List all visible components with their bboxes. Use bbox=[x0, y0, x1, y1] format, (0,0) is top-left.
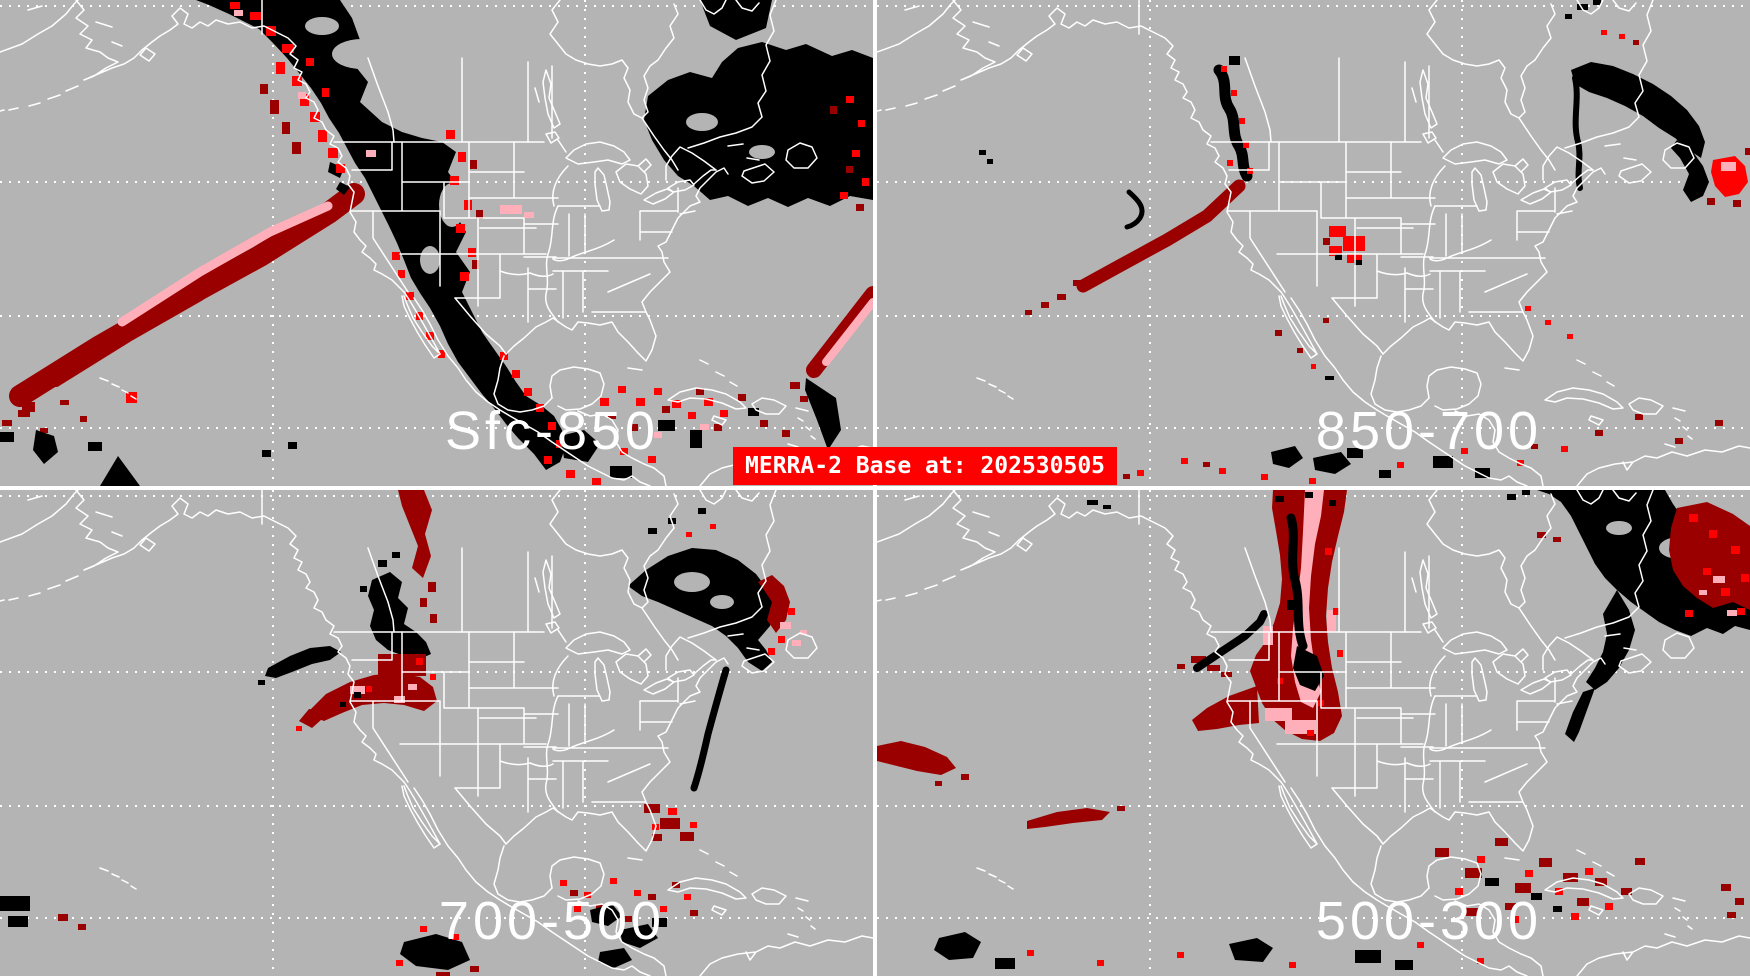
aerosol-data-layer bbox=[0, 490, 807, 976]
panel-sfc-850: Sfc-850 bbox=[0, 0, 873, 486]
panel-700-500: 700-500 bbox=[0, 490, 873, 976]
map-canvas-500-300 bbox=[877, 490, 1750, 976]
panel-label-700-500: 700-500 bbox=[438, 891, 666, 951]
panel-label-sfc-850: Sfc-850 bbox=[444, 401, 660, 461]
aerosol-data-layer bbox=[0, 0, 873, 486]
map-canvas-700-500 bbox=[0, 490, 873, 976]
panel-850-700: 850-700 bbox=[877, 0, 1750, 486]
panel-label-850-700: 850-700 bbox=[1315, 401, 1543, 461]
panel-500-300: 500-300 bbox=[877, 490, 1750, 976]
panel-label-500-300: 500-300 bbox=[1315, 891, 1543, 951]
map-canvas-850-700 bbox=[877, 0, 1750, 486]
panel-divider-horizontal bbox=[0, 486, 1750, 490]
map-canvas-sfc-850 bbox=[0, 0, 873, 486]
base-time-banner: MERRA-2 Base at: 202530505 bbox=[733, 447, 1118, 485]
aerosol-data-layer bbox=[877, 490, 1750, 970]
